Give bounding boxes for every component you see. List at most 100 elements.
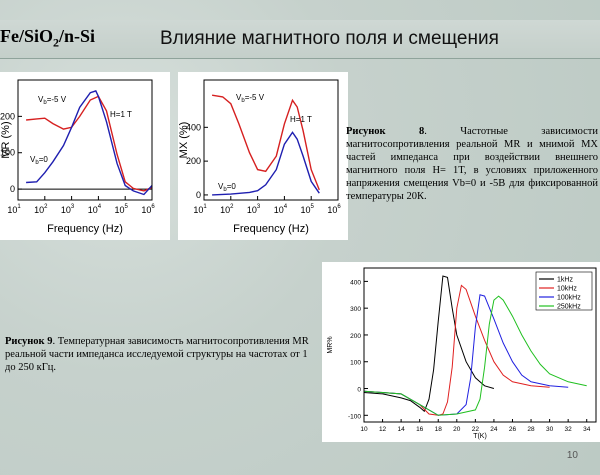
header-divider — [0, 58, 600, 59]
y-tick-label: 200 — [0, 111, 15, 121]
material-label: Fe/SiO2/n-Si — [0, 26, 96, 50]
x-tick-exponent: 5 — [125, 204, 129, 210]
plot-frame — [17, 79, 153, 201]
x-axis-label: T(K) — [473, 433, 487, 440]
x-tick-label: 14 — [398, 426, 406, 433]
x-tick-label: 101 — [7, 204, 21, 215]
x-tick-label: 104 — [88, 204, 102, 215]
legend-label-250khz: 250kHz — [557, 304, 581, 311]
x-tick-label: 34 — [583, 426, 591, 433]
mx-frequency-chart: 101 102 103 104 105 106 0 200 400 Frequency (Hz) M… — [178, 79, 341, 235]
x-tick-label: 101 — [193, 204, 207, 215]
series-line-250khz — [363, 295, 587, 416]
series-line-1khz — [363, 275, 495, 413]
x-tick-label: 102 — [34, 204, 48, 215]
y-tick-label: 0 — [196, 190, 201, 200]
y-tick-label: -100 — [348, 413, 361, 420]
x-tick-label: 30 — [546, 426, 554, 433]
y-axis-label: MX (%) — [178, 122, 190, 159]
mr-frequency-chart: 101 102 103 104 105 106 0 100 200 Frequency (Hz) M… — [0, 79, 155, 235]
x-tick-label: 102 — [220, 204, 234, 215]
legend-label-10khz: 10kHz — [557, 286, 577, 293]
x-tick-label: 24 — [490, 426, 498, 433]
y-axis-label: MR (%) — [0, 121, 12, 158]
x-tick-exponent: 1 — [203, 204, 207, 210]
header-band — [0, 20, 600, 58]
annotation-vb-zero: Vb=0 — [218, 182, 236, 193]
x-tick-exponent: 2 — [230, 204, 234, 210]
legend-label-100khz: 100kHz — [557, 295, 581, 302]
x-tick-label: 104 — [274, 204, 288, 215]
x-tick-label: 103 — [61, 204, 75, 215]
annotation-vb-neg5-subscript: b — [43, 100, 47, 106]
figure8-caption-text: . Частотные зависимости магнитосопротивл… — [346, 126, 598, 202]
figure9-panel: 10 12 14 16 18 20 22 24 26 28 30 32 34 -100 0 100 200 300… — [322, 262, 600, 442]
y-tick-label: 300 — [350, 306, 361, 313]
x-tick-label: 20 — [453, 426, 461, 433]
x-tick-label: 32 — [565, 426, 573, 433]
y-axis-label: MR% — [327, 336, 334, 353]
x-tick-label: 26 — [509, 426, 517, 433]
y-tick-label: 200 — [350, 333, 361, 340]
x-tick-label: 106 — [327, 204, 341, 215]
slide-title: Влияние магнитного поля и смещения — [160, 28, 499, 49]
x-tick-exponent: 6 — [337, 204, 341, 210]
figure9-caption-text: . Температурная зависимость магнитосопро… — [5, 336, 309, 373]
x-tick-label: 106 — [141, 204, 155, 215]
annotation-vb-neg5: Vb=-5 V — [236, 93, 265, 104]
x-axis-label: Frequency (Hz) — [47, 223, 123, 235]
series-line-100khz — [363, 294, 569, 416]
x-tick-label: 105 — [301, 204, 315, 215]
annotation-vb-zero-subscript: b — [35, 160, 39, 166]
figure9-caption: Рисунок 9. Температурная зависимость маг… — [5, 335, 315, 374]
x-tick-label: 105 — [115, 204, 129, 215]
legend-label-1khz: 1kHz — [557, 277, 573, 284]
x-tick-exponent: 3 — [71, 204, 75, 210]
figure8-panel-mx: 101 102 103 104 105 106 0 200 400 Frequency (Hz) M… — [178, 72, 348, 240]
x-tick-label: 16 — [416, 426, 424, 433]
x-tick-label: 10 — [360, 426, 368, 433]
y-tick-label: 400 — [350, 279, 361, 286]
x-tick-exponent: 5 — [311, 204, 315, 210]
figure8-panel-mr: 101 102 103 104 105 106 0 100 200 Frequency (Hz) M… — [0, 72, 170, 240]
x-tick-exponent: 3 — [257, 204, 261, 210]
legend-box — [535, 271, 593, 311]
annotation-vb-neg5-value: =-5 V — [245, 93, 265, 102]
x-axis-label: Frequency (Hz) — [233, 223, 309, 235]
figure8-caption: Рисунок 8. Частотные зависимости магнито… — [346, 125, 598, 203]
series-line-10khz — [363, 284, 550, 416]
x-tick-label: 22 — [472, 426, 480, 433]
x-tick-label: 12 — [379, 426, 387, 433]
annotation-vb-neg5-subscript: b — [241, 98, 245, 104]
mr-temperature-chart: 10 12 14 16 18 20 22 24 26 28 30 32 34 -100 0 100 200 300… — [327, 267, 597, 440]
x-tick-label: 28 — [527, 426, 535, 433]
x-tick-exponent: 4 — [98, 204, 102, 210]
series-line-0 — [211, 94, 320, 191]
x-tick-label: 18 — [435, 426, 443, 433]
x-tick-exponent: 1 — [17, 204, 21, 210]
annotation-vb-zero-value: =0 — [39, 155, 49, 164]
annotation-vb-neg5-value: =-5 V — [47, 95, 67, 104]
annotation-vb-neg5: Vb=-5 V — [38, 95, 67, 106]
figure9-caption-label: Рисунок 9 — [5, 336, 53, 347]
plot-frame — [363, 267, 597, 423]
series-line-1 — [212, 131, 320, 196]
series-line-0 — [26, 95, 153, 192]
y-tick-label: 0 — [10, 184, 15, 194]
x-tick-exponent: 6 — [151, 204, 155, 210]
annotation-vb-zero-value: =0 — [227, 182, 237, 191]
y-tick-label: 0 — [357, 387, 361, 394]
y-tick-label: 100 — [350, 360, 361, 367]
y-tick-label: 400 — [186, 122, 201, 132]
x-tick-label: 103 — [247, 204, 261, 215]
y-tick-label: 200 — [186, 156, 201, 166]
figure8-caption-label: Рисунок 8 — [346, 126, 425, 137]
plot-frame — [203, 79, 339, 201]
annotation-vb-zero: Vb=0 — [30, 155, 48, 166]
annotation-field: H=1 T — [110, 110, 132, 119]
x-tick-exponent: 4 — [284, 204, 288, 210]
series-line-1 — [26, 90, 153, 196]
y-tick-label: 100 — [0, 148, 15, 158]
page-number: 10 — [566, 450, 578, 461]
x-tick-exponent: 2 — [44, 204, 48, 210]
